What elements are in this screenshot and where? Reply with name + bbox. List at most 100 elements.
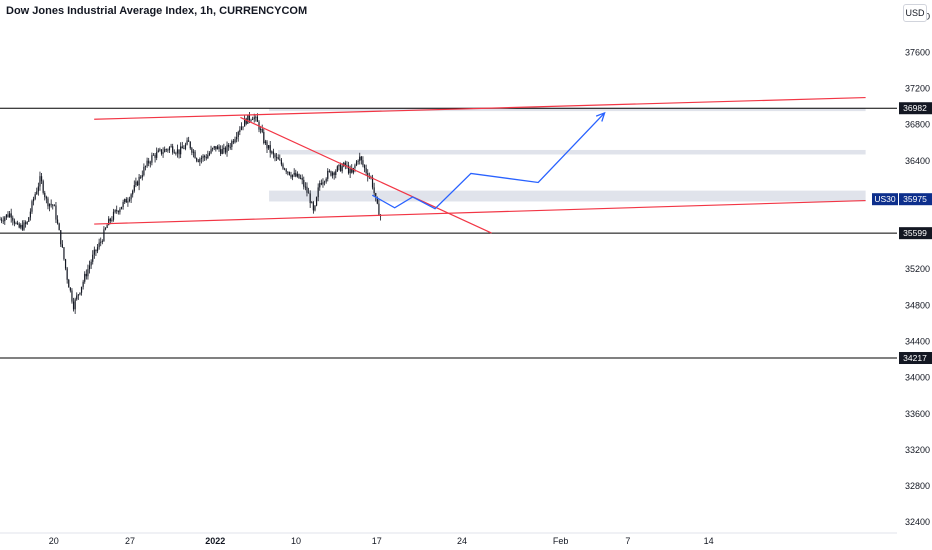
candle-body xyxy=(250,119,252,121)
candle-body xyxy=(245,118,247,124)
candle-body xyxy=(299,177,302,179)
candle-body xyxy=(34,194,36,199)
candle-body xyxy=(212,148,214,150)
y-tick-label: 32800 xyxy=(905,481,930,491)
candle-body xyxy=(40,176,43,182)
candle-body xyxy=(226,144,228,153)
candle-body xyxy=(298,173,300,179)
forecast-arrowhead xyxy=(595,111,606,122)
candle-body xyxy=(58,223,60,231)
candle-body xyxy=(76,295,78,300)
y-tick-label: 36800 xyxy=(905,120,930,130)
candle-body xyxy=(0,219,3,221)
candle-body xyxy=(88,265,91,270)
candle-body xyxy=(10,213,12,218)
candle-body xyxy=(114,210,116,212)
candle-body xyxy=(149,162,151,164)
candle-body xyxy=(44,192,46,198)
candle-body xyxy=(183,148,185,150)
candle-body xyxy=(13,220,15,224)
candle-body xyxy=(327,170,329,179)
candle-body xyxy=(160,149,163,154)
candle-body xyxy=(253,117,255,120)
candle-body xyxy=(303,179,305,187)
candle-body xyxy=(173,152,175,154)
candle-body xyxy=(220,149,222,154)
candle-body xyxy=(64,259,67,269)
candle-body xyxy=(39,176,41,187)
candle-body xyxy=(100,241,102,243)
candle-body xyxy=(208,153,211,156)
candle-body xyxy=(224,147,227,153)
price-axis[interactable]: 32400 32800 33200 33600 34000 34400 34800 35200… xyxy=(905,11,930,527)
horizontal-levels xyxy=(0,107,897,359)
forecast-path xyxy=(371,111,606,210)
candle-body xyxy=(135,181,137,186)
candle-body xyxy=(106,225,108,228)
y-tick-label: 34000 xyxy=(905,373,930,383)
candle-body xyxy=(268,145,270,149)
x-tick-label: 20 xyxy=(49,536,59,546)
candle-body xyxy=(55,205,57,220)
candle-body xyxy=(117,211,119,213)
forecast-line xyxy=(371,112,606,210)
candle-body xyxy=(184,144,187,149)
candle-body xyxy=(167,149,169,151)
candle-body xyxy=(207,155,209,159)
level-badge-label: 35599 xyxy=(903,228,927,238)
candle-body xyxy=(285,169,287,172)
candle-body xyxy=(148,160,150,164)
candle-body xyxy=(191,148,193,153)
candle-body xyxy=(280,160,282,165)
candle-body xyxy=(272,151,275,155)
candle-body xyxy=(291,174,294,178)
candle-body xyxy=(200,158,203,159)
candle-body xyxy=(186,140,188,145)
candle-body xyxy=(274,154,276,158)
candle-body xyxy=(176,149,179,154)
candle-body xyxy=(180,146,182,155)
candle-body xyxy=(283,168,286,170)
current-price-badge xyxy=(899,193,932,206)
symbol-badge-label: US30 xyxy=(874,194,896,204)
candle-body xyxy=(336,166,338,172)
candle-body xyxy=(218,146,220,150)
candle-body xyxy=(365,168,367,174)
candle-body xyxy=(376,197,378,204)
candle-body xyxy=(2,220,4,222)
y-tick-label: 37200 xyxy=(905,84,930,94)
candle-body xyxy=(79,292,81,295)
candle-body xyxy=(45,197,47,199)
candle-body xyxy=(347,165,350,174)
candle-body xyxy=(146,160,148,167)
candle-body xyxy=(315,197,318,206)
candle-body xyxy=(96,247,99,252)
candle-body xyxy=(252,119,254,120)
candle-body xyxy=(314,205,316,211)
candle-body xyxy=(351,168,353,173)
candle-body xyxy=(189,141,191,149)
candle-body xyxy=(338,164,340,167)
candle-body xyxy=(157,150,159,153)
candle-body xyxy=(32,198,35,202)
candle-body xyxy=(197,160,199,162)
current-price-label: 35975 xyxy=(903,194,927,204)
candle-body xyxy=(322,182,324,185)
candle-body xyxy=(247,114,249,124)
candle-body xyxy=(152,154,155,156)
candle-body xyxy=(24,222,27,224)
candle-body xyxy=(320,183,322,185)
y-tick-label: 35200 xyxy=(905,264,930,274)
currency-button[interactable]: USD xyxy=(903,4,927,22)
candle-body xyxy=(136,181,139,186)
candle-body xyxy=(282,164,284,169)
candle-body xyxy=(215,146,217,150)
candle-body xyxy=(196,158,198,161)
candle-body xyxy=(378,203,380,216)
candle-body xyxy=(119,209,121,213)
candle-body xyxy=(371,177,374,188)
candle-body xyxy=(20,224,22,228)
time-axis[interactable]: 20 27 2022 10 17 24 Feb 7 14 xyxy=(0,532,897,546)
